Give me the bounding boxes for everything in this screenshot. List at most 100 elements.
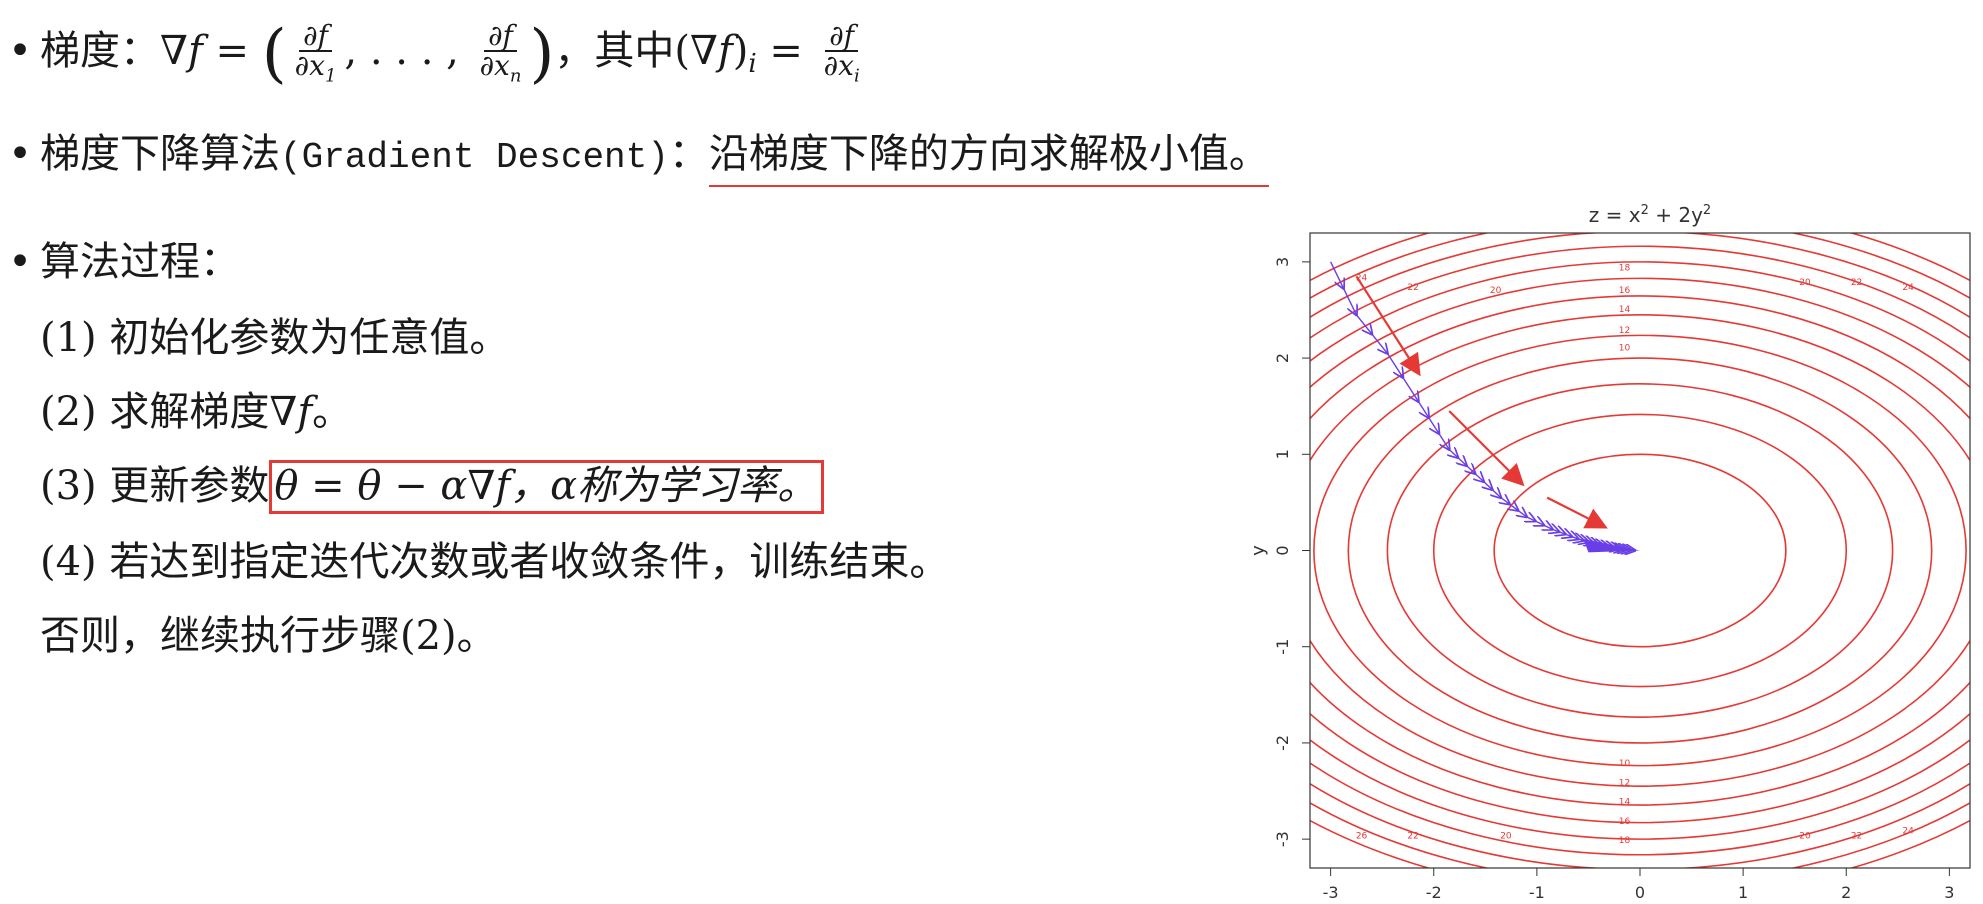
x-tick-label: 0 bbox=[1635, 883, 1645, 900]
x-tick-label: -3 bbox=[1323, 883, 1339, 900]
descent-step bbox=[1402, 376, 1418, 401]
fraction-numerator: ∂f bbox=[484, 22, 517, 52]
descent-step bbox=[1329, 261, 1344, 288]
contour-label: 12 bbox=[1619, 326, 1630, 336]
descent-step bbox=[1572, 537, 1578, 539]
contour-line bbox=[1310, 261, 1970, 840]
f-symbol: f bbox=[187, 27, 203, 74]
descent-step bbox=[1527, 517, 1536, 521]
contour-label: 22 bbox=[1851, 831, 1862, 841]
step-2-text: (2) 求解梯度∇ bbox=[40, 389, 298, 435]
gd-highlight: 沿梯度下降的方向求解极小值。 bbox=[708, 131, 1269, 187]
gradient-arrow bbox=[1355, 275, 1421, 377]
contour-label: 24 bbox=[1902, 827, 1914, 837]
step-1: (1) 初始化参数为任意值。 bbox=[0, 314, 509, 362]
contour-line bbox=[1310, 314, 1970, 787]
left-paren: ( bbox=[261, 16, 287, 91]
descent-step bbox=[1475, 474, 1484, 482]
gradient-definition: • 梯度：∇f = (∂f ∂x1, . . . , ∂f ∂xn)，其中(∇f)i … bbox=[0, 22, 868, 88]
descent-step bbox=[1492, 490, 1501, 498]
step-4-text: (4) 若达到指定迭代次数或者收敛条件，训练结束。 bbox=[40, 539, 950, 585]
contour-label: 12 bbox=[1619, 778, 1630, 788]
contour-line bbox=[1386, 383, 1894, 718]
fraction-numerator: ∂f bbox=[825, 22, 859, 52]
contour-label: 20 bbox=[1799, 278, 1811, 288]
denominator-subscript: 1 bbox=[324, 65, 337, 87]
nabla-symbol: ∇ bbox=[160, 27, 188, 74]
y-tick-label: -2 bbox=[1273, 735, 1292, 751]
bullet-dot: • bbox=[8, 131, 32, 177]
descent-step bbox=[1458, 457, 1467, 465]
denominator-subscript: n bbox=[509, 65, 522, 87]
descent-step bbox=[1535, 521, 1544, 525]
partial-fraction-n: ∂f ∂xn bbox=[476, 22, 526, 86]
descent-step bbox=[1449, 449, 1458, 457]
gd-label-cn: 梯度下降算法 bbox=[40, 131, 280, 177]
y-tick-label: -1 bbox=[1273, 639, 1292, 655]
contour-line bbox=[1310, 295, 1970, 806]
right-paren: ) bbox=[529, 16, 555, 91]
contour-label: 22 bbox=[1851, 278, 1862, 288]
contour-label: 14 bbox=[1619, 305, 1631, 315]
fraction-denominator: ∂x1 bbox=[291, 52, 341, 86]
contour-line bbox=[1310, 245, 1970, 856]
contour-label: 10 bbox=[1619, 344, 1631, 354]
contour-line bbox=[1310, 277, 1970, 824]
fraction-numerator: ∂f bbox=[299, 22, 332, 52]
contour-label: 18 bbox=[1619, 836, 1631, 846]
contour-label: 20 bbox=[1500, 831, 1512, 841]
contour-label: 10 bbox=[1619, 759, 1631, 769]
denominator-subscript: i bbox=[853, 65, 860, 87]
contour-label: 18 bbox=[1619, 264, 1631, 274]
y-tick-label: 2 bbox=[1273, 353, 1292, 363]
contour-label: 22 bbox=[1407, 831, 1418, 841]
denominator-text: ∂x bbox=[294, 49, 325, 82]
close-paren: ) bbox=[732, 27, 749, 74]
qizhong-text: ，其中(∇ bbox=[554, 27, 718, 74]
contour-label: 16 bbox=[1619, 286, 1631, 296]
descent-step bbox=[1371, 333, 1387, 353]
step-4: (4) 若达到指定迭代次数或者收敛条件，训练结束。 bbox=[0, 538, 949, 586]
contour-label: 26 bbox=[1356, 831, 1368, 841]
convergence-point bbox=[1583, 538, 1640, 553]
contour-line bbox=[1347, 357, 1933, 744]
y-tick-label: 3 bbox=[1273, 257, 1292, 267]
contour-label: 24 bbox=[1356, 273, 1368, 283]
x-tick-label: -1 bbox=[1529, 883, 1545, 900]
update-formula-box: θ = θ − α∇f，α称为学习率。 bbox=[269, 460, 825, 514]
gradient-arrow bbox=[1448, 410, 1525, 487]
descent-step bbox=[1565, 534, 1571, 536]
bullet-dot: • bbox=[8, 239, 32, 285]
fraction-denominator: ∂xn bbox=[476, 52, 526, 86]
y-tick-label: 1 bbox=[1273, 449, 1292, 459]
x-tick-label: 1 bbox=[1738, 883, 1748, 900]
contour-line bbox=[1313, 334, 1967, 767]
f-symbol-2: f bbox=[717, 27, 733, 74]
gd-colon: ： bbox=[668, 131, 709, 177]
subscript-i: i bbox=[748, 48, 757, 79]
descent-step bbox=[1559, 532, 1565, 534]
gd-label-en: (Gradient Descent) bbox=[280, 137, 669, 178]
contour-label: 16 bbox=[1619, 817, 1631, 827]
contour-group bbox=[1310, 233, 1970, 868]
denominator-text: ∂x bbox=[823, 49, 854, 82]
chart-title: z = x2 + 2y2 bbox=[1589, 203, 1711, 227]
step-3: (3) 更新参数 θ = θ − α∇f，α称为学习率。 bbox=[0, 460, 825, 514]
gradient-descent-line: • 梯度下降算法(Gradient Descent)：沿梯度下降的方向求解极小值。 bbox=[0, 130, 1269, 187]
contour-label: 20 bbox=[1490, 286, 1502, 296]
bullet-dot: • bbox=[8, 27, 32, 74]
contour-label: 22 bbox=[1407, 283, 1418, 293]
y-tick-label: 0 bbox=[1273, 545, 1292, 555]
step-2-end: 。 bbox=[312, 389, 353, 435]
descent-step bbox=[1484, 482, 1493, 490]
descent-step bbox=[1544, 525, 1553, 529]
step-2: (2) 求解梯度∇f。 bbox=[0, 388, 352, 436]
process-label: 算法过程： bbox=[40, 239, 240, 285]
descent-step bbox=[1342, 288, 1357, 314]
step-5-text: 否则，继续执行步骤(2)。 bbox=[40, 613, 497, 659]
gradient-label: 梯度： bbox=[40, 27, 160, 74]
gradient-arrow bbox=[1546, 496, 1608, 529]
descent-step bbox=[1417, 400, 1428, 417]
